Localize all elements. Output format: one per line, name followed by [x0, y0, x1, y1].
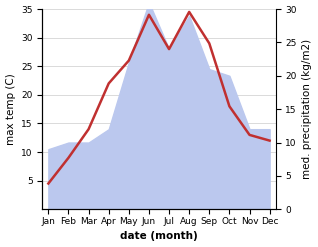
Y-axis label: max temp (C): max temp (C) — [5, 73, 16, 145]
Y-axis label: med. precipitation (kg/m2): med. precipitation (kg/m2) — [302, 39, 313, 179]
X-axis label: date (month): date (month) — [120, 231, 198, 242]
